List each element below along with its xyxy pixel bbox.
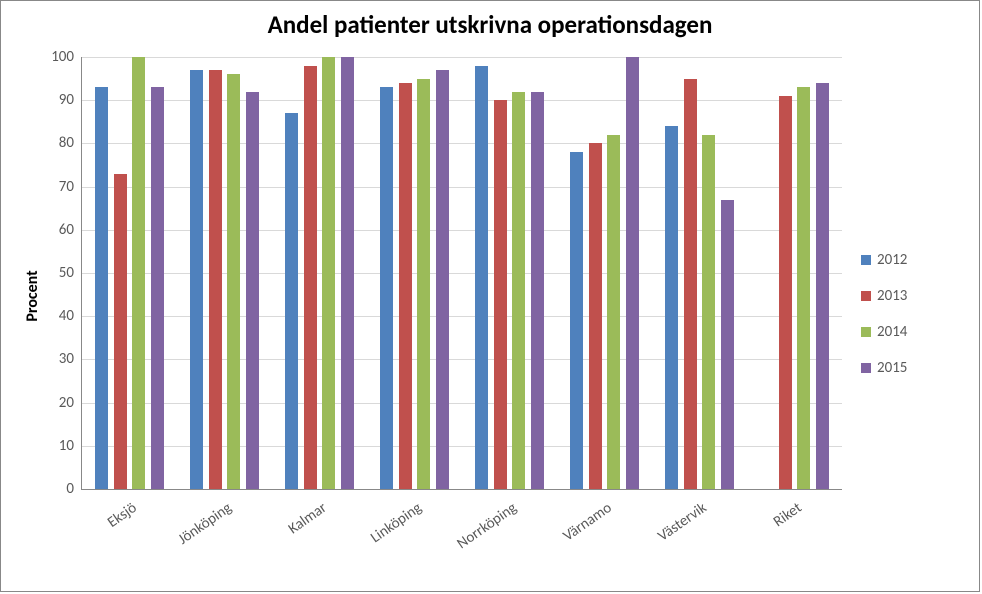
bar xyxy=(494,100,507,489)
y-tick-label: 70 xyxy=(59,178,82,196)
bar xyxy=(531,92,544,489)
x-tick-label: Västervik xyxy=(618,499,710,571)
bar xyxy=(399,83,412,489)
legend-item: 2015 xyxy=(861,359,907,377)
bar xyxy=(626,57,639,489)
chart-container: Andel patienter utskrivna operationsdage… xyxy=(0,0,980,592)
bar xyxy=(285,113,298,489)
bar xyxy=(114,174,127,489)
y-tick-label: 30 xyxy=(59,350,82,368)
legend-swatch xyxy=(861,291,871,301)
bar xyxy=(190,70,203,489)
plot-area: 0102030405060708090100EksjöJönköpingKalm… xyxy=(81,57,842,490)
x-tick-label: Kalmar xyxy=(238,499,330,571)
legend-label: 2012 xyxy=(877,251,907,269)
legend-swatch xyxy=(861,363,871,373)
x-tick-label: Eksjö xyxy=(48,499,140,571)
legend: 2012 2013 2014 2015 xyxy=(861,251,907,377)
bar xyxy=(322,57,335,489)
bar xyxy=(95,87,108,489)
bar xyxy=(570,152,583,489)
x-tick-label: Jönköping xyxy=(143,499,235,571)
y-tick-label: 0 xyxy=(66,480,82,498)
x-tick-label: Norrköping xyxy=(428,499,520,571)
bar xyxy=(246,92,259,489)
legend-label: 2015 xyxy=(877,359,907,377)
bar xyxy=(341,57,354,489)
x-tick-label: Linköping xyxy=(333,499,425,571)
legend-label: 2013 xyxy=(877,287,907,305)
bar xyxy=(702,135,715,489)
bar xyxy=(227,74,240,489)
y-axis-title: Procent xyxy=(23,270,42,321)
bar xyxy=(132,57,145,489)
bar xyxy=(779,96,792,489)
bar xyxy=(512,92,525,489)
bar xyxy=(797,87,810,489)
y-tick-label: 60 xyxy=(59,221,82,239)
bar xyxy=(151,87,164,489)
y-tick-label: 100 xyxy=(51,48,82,66)
bar xyxy=(475,66,488,489)
bar xyxy=(304,66,317,489)
y-tick-label: 40 xyxy=(59,307,82,325)
legend-item: 2012 xyxy=(861,251,907,269)
legend-label: 2014 xyxy=(877,323,907,341)
bar xyxy=(721,200,734,489)
y-tick-label: 10 xyxy=(59,437,82,455)
y-tick-label: 80 xyxy=(59,134,82,152)
legend-item: 2014 xyxy=(861,323,907,341)
legend-swatch xyxy=(861,327,871,337)
bar xyxy=(684,79,697,489)
bar xyxy=(436,70,449,489)
x-tick-label: Värnamo xyxy=(523,499,615,571)
x-tick-label: Riket xyxy=(713,499,805,571)
bar xyxy=(589,143,602,489)
y-tick-label: 20 xyxy=(59,394,82,412)
bar xyxy=(380,87,393,489)
bar xyxy=(209,70,222,489)
legend-item: 2013 xyxy=(861,287,907,305)
bar xyxy=(816,83,829,489)
bar xyxy=(665,126,678,489)
legend-swatch xyxy=(861,255,871,265)
y-tick-label: 50 xyxy=(59,264,82,282)
chart-title: Andel patienter utskrivna operationsdage… xyxy=(1,9,979,40)
bar xyxy=(607,135,620,489)
bar xyxy=(417,79,430,489)
y-tick-label: 90 xyxy=(59,91,82,109)
gridline xyxy=(82,57,842,58)
